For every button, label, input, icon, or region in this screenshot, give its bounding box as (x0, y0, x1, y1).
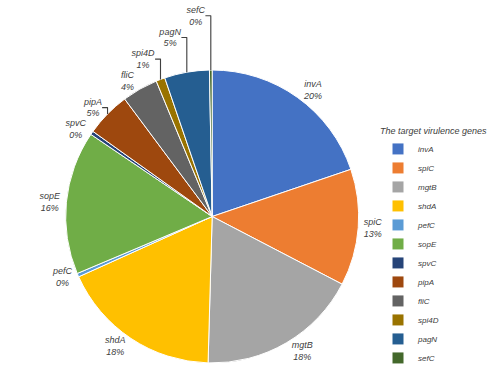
svg-text:invA: invA (418, 145, 434, 154)
svg-text:spvC: spvC (418, 259, 436, 268)
svg-text:shdA: shdA (418, 202, 436, 211)
svg-text:sefC: sefC (418, 354, 435, 363)
svg-text:The target virulence genes: The target virulence genes (380, 126, 487, 136)
svg-text:mgtB: mgtB (418, 183, 437, 192)
svg-text:sopE16%: sopE16% (39, 191, 61, 213)
svg-text:spiC13%: spiC13% (364, 217, 383, 239)
svg-text:pefC0%: pefC0% (52, 266, 73, 288)
svg-text:fliC: fliC (418, 297, 430, 306)
svg-text:pefC: pefC (417, 221, 435, 230)
svg-text:pipA5%: pipA5% (83, 97, 102, 119)
svg-text:fliC4%: fliC4% (121, 70, 135, 92)
svg-text:spi4D1%: spi4D1% (132, 48, 156, 70)
svg-text:mgtB18%: mgtB18% (292, 340, 313, 362)
svg-text:pipA: pipA (417, 278, 434, 287)
svg-text:invA20%: invA20% (303, 79, 322, 101)
svg-text:sopE: sopE (418, 240, 437, 249)
svg-text:pagN5%: pagN5% (158, 27, 181, 49)
svg-text:sefC0%: sefC0% (186, 5, 205, 27)
svg-text:spiC: spiC (418, 164, 434, 173)
svg-text:shdA18%: shdA18% (105, 335, 126, 357)
svg-text:spvC0%: spvC0% (65, 118, 86, 140)
svg-text:spi4D: spi4D (418, 316, 439, 325)
svg-text:pagN: pagN (417, 335, 437, 344)
